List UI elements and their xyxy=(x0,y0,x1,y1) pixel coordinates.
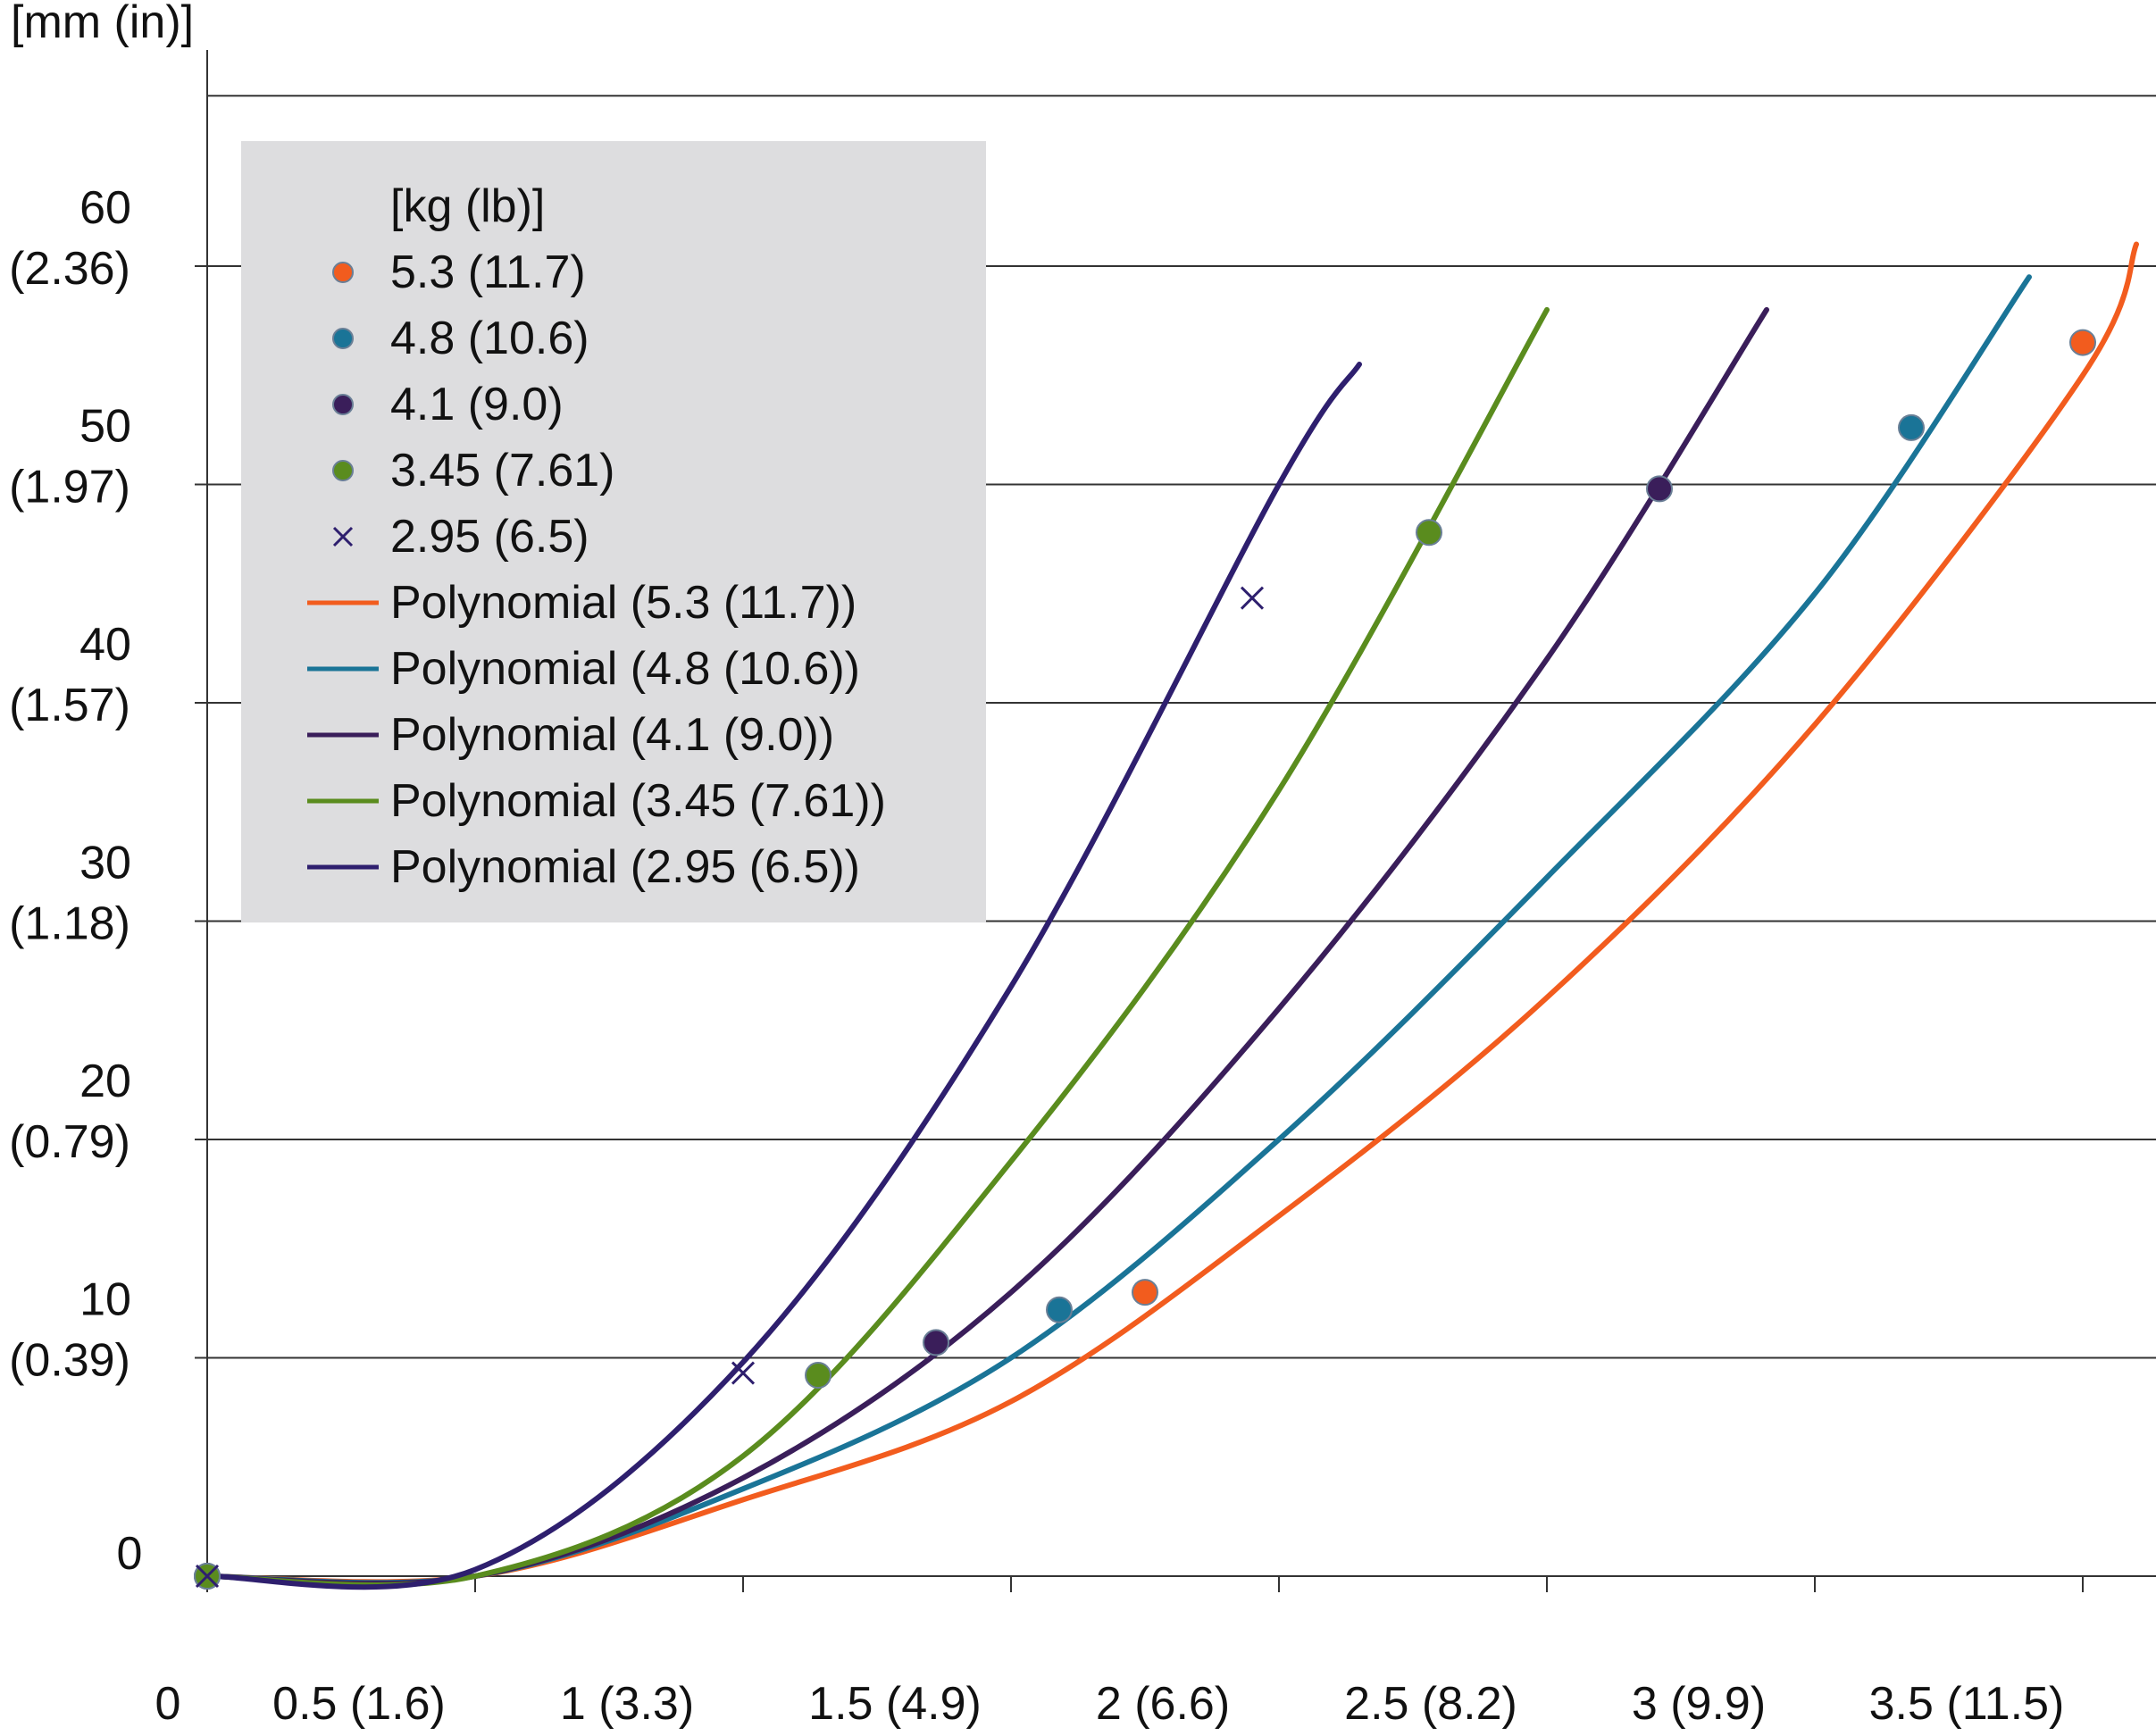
legend-trend-label-4: Polynomial (2.95 (6.5)) xyxy=(390,841,860,893)
y-tick-label-5: 50 xyxy=(79,401,131,453)
point-series-4-0 xyxy=(195,1564,220,1589)
x-tick-label-6: 3 (9.9) xyxy=(1632,1678,1766,1730)
y-tick-label-4: 40 xyxy=(79,619,131,671)
x-tick-label-0: 0 xyxy=(155,1678,181,1730)
trendline-series-4 xyxy=(205,362,1362,1590)
legend-marker-0 xyxy=(332,262,354,283)
legend-trend-label-0: Polynomial (5.3 (11.7)) xyxy=(390,577,857,629)
x-tick-label-2: 1 (3.3) xyxy=(560,1678,694,1730)
y-tick-label-2: 20 xyxy=(79,1056,131,1107)
y-tick-label-0: 0 xyxy=(117,1528,143,1580)
y-tick-sublabel-1: (0.39) xyxy=(9,1335,130,1387)
y-tick-label-3: 30 xyxy=(79,838,131,889)
trendline-series-3 xyxy=(205,306,1550,1588)
legend-trend-label-2: Polynomial (4.1 (9.0)) xyxy=(390,709,834,761)
legend-trend-label-1: Polynomial (4.8 (10.6)) xyxy=(390,643,860,695)
legend: [kg (lb)] 5.3 (11.7) 4.8 (10.6) 4.1 (9.0) 3.… xyxy=(241,141,986,922)
y-tick-sublabel-6: (2.36) xyxy=(9,243,130,295)
point-series-3-1 xyxy=(805,1362,831,1390)
x-tick-label-5: 2.5 (8.2) xyxy=(1344,1678,1517,1730)
x-tick-label-7: 3.5 (11.5) xyxy=(1869,1678,2065,1730)
point-series-3-2 xyxy=(1416,519,1442,547)
y-tick-sublabel-4: (1.57) xyxy=(9,680,130,731)
point-series-4-1 xyxy=(731,1361,756,1385)
point-series-2-2 xyxy=(1646,475,1673,503)
x-tick-label-4: 2 (6.6) xyxy=(1096,1678,1230,1730)
legend-label-1: 4.8 (10.6) xyxy=(390,313,589,364)
x-tick-label-1: 0.5 (1.6) xyxy=(272,1678,446,1730)
legend-label-3: 3.45 (7.61) xyxy=(390,445,615,497)
y-tick-sublabel-5: (1.97) xyxy=(9,462,130,513)
y-unit-label: [mm (in)] xyxy=(11,0,194,48)
y-tick-label-6: 60 xyxy=(79,182,131,234)
legend-box xyxy=(241,141,986,922)
point-series-4-2 xyxy=(1240,586,1265,610)
legend-marker-1 xyxy=(332,328,354,349)
legend-label-0: 5.3 (11.7) xyxy=(390,246,586,298)
label-layer: 0 0.5 (1.6) 1 (3.3) 1.5 (4.9) 2 (6.6) 2.5 (8.… xyxy=(9,0,2064,1730)
trend-layer xyxy=(205,241,2139,1590)
point-series-0-2 xyxy=(2069,329,2096,356)
point-series-1-1 xyxy=(1046,1296,1073,1323)
legend-label-2: 4.1 (9.0) xyxy=(390,379,564,430)
y-tick-sublabel-3: (1.18) xyxy=(9,898,130,950)
y-tick-sublabel-2: (0.79) xyxy=(9,1116,130,1168)
legend-label-4: 2.95 (6.5) xyxy=(390,511,589,563)
legend-trend-label-3: Polynomial (3.45 (7.61)) xyxy=(390,775,886,827)
y-tick-label-1: 10 xyxy=(79,1274,131,1326)
legend-marker-2 xyxy=(332,394,354,415)
legend-title: [kg (lb)] xyxy=(390,180,545,232)
point-series-1-2 xyxy=(1898,413,1925,441)
legend-marker-3 xyxy=(332,460,354,481)
point-series-2-1 xyxy=(923,1329,949,1356)
x-tick-label-3: 1.5 (4.9) xyxy=(808,1678,982,1730)
axis-layer xyxy=(195,50,2156,1592)
point-layer xyxy=(194,329,2096,1590)
point-series-0-1 xyxy=(1132,1279,1158,1306)
legend-marker-4 xyxy=(332,526,354,547)
